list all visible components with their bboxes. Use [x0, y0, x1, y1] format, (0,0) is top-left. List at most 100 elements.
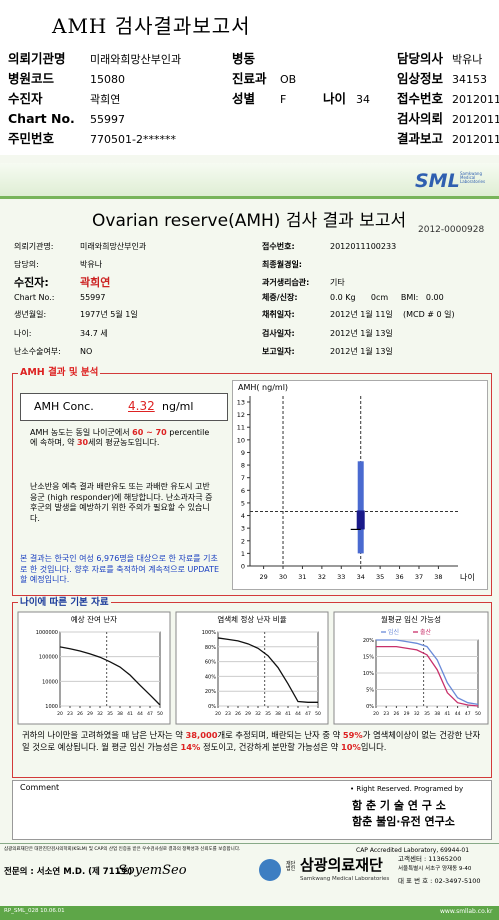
- y-tick-label: 13: [237, 399, 245, 407]
- x-tick-label: 26: [77, 711, 83, 717]
- credit: • Right Reserved. Programed by: [350, 785, 464, 793]
- x-tick-label: 36: [395, 573, 403, 581]
- x-tick-label: 47: [305, 711, 311, 717]
- chart-title: 예상 잔여 난자: [71, 614, 117, 624]
- info-label: 수진자:: [14, 276, 49, 289]
- x-tick-label: 35: [376, 573, 384, 581]
- legend-label: 임신: [388, 628, 399, 636]
- org-small: 재단법인: [286, 861, 296, 872]
- x-tick-label: 32: [414, 711, 420, 717]
- series-line: [376, 639, 479, 705]
- y-tick-label: 8: [241, 462, 245, 470]
- field-value: 박유나: [452, 53, 483, 66]
- basic-section: [12, 602, 492, 778]
- address: 서울특별시 서초구 양재동 9-40: [398, 866, 472, 872]
- info-label: 최종월경일:: [262, 260, 302, 269]
- field-label: 나이: [323, 91, 347, 106]
- x-tick-label: 33: [337, 573, 345, 581]
- text-segment: percentile에 속하며, 약: [30, 428, 210, 447]
- y-tick-label: 100000: [39, 655, 58, 661]
- x-tick-label: 47: [147, 711, 153, 717]
- summary: 귀하의 나이만을 고려하였을 때 남은 난자는 약 38,000개로 추정되며,…: [22, 729, 484, 753]
- x-tick-label: 38: [117, 711, 123, 717]
- y-tick-label: 40%: [205, 674, 216, 680]
- panel: [175, 611, 329, 725]
- x-tick-label: 38: [275, 711, 281, 717]
- y-tick-label: 20%: [363, 638, 374, 644]
- comment-box: [12, 780, 492, 840]
- chart-title: 염색체 정상 난자 비율: [217, 614, 286, 624]
- x-tick-label: 32: [318, 573, 326, 581]
- info-label: 과거생리습관:: [262, 278, 310, 287]
- x-tick-label: 32: [255, 711, 261, 717]
- field-value: 2012011: [452, 113, 499, 126]
- y-tick-label: 10: [237, 436, 245, 444]
- page-title: AMH 검사결과보고서: [52, 14, 251, 38]
- x-tick-label: 29: [87, 711, 93, 717]
- field-label: 의뢰기관명: [8, 51, 66, 66]
- x-tick-label: 41: [285, 711, 291, 717]
- y-tick-label: 5%: [366, 688, 374, 694]
- range-bar: [357, 461, 364, 554]
- y-tick-label: 12: [237, 411, 245, 419]
- field-label: Chart No.: [8, 111, 75, 126]
- report-header-band: [0, 163, 499, 199]
- axis-title: 나이: [460, 572, 475, 582]
- info-value: NO: [80, 347, 93, 356]
- info-value: 2012년 1월 11일 (MCD # 0 일): [330, 310, 455, 319]
- field-value: 2012011: [452, 93, 499, 106]
- field-label: 담당의사: [397, 51, 444, 66]
- info-label: 나이:: [14, 329, 32, 338]
- panel: [17, 611, 171, 725]
- info-label: 담당의:: [14, 260, 39, 269]
- x-tick-label: 37: [415, 573, 423, 581]
- y-tick-label: 0%: [208, 704, 216, 710]
- paragraph: AMH 농도는 동일 나이군에서 60 ~ 70 percentile에 속하며…: [30, 428, 215, 448]
- info-value: 0.0 Kg 0cm BMI: 0.00: [330, 293, 444, 302]
- series-line: [217, 637, 318, 703]
- x-tick-label: 50: [315, 711, 321, 717]
- logo: SML: [415, 170, 460, 192]
- conc-unit: ng/ml: [162, 400, 194, 413]
- text-segment: 59%: [342, 730, 363, 740]
- field-value: 34: [356, 93, 370, 106]
- url: www.smllab.co.kr: [440, 908, 493, 915]
- x-tick-label: 29: [259, 573, 267, 581]
- amh-section: [12, 373, 492, 596]
- x-tick-label: 44: [455, 711, 461, 717]
- paragraph: 본 결과는 한국인 여성 6,976명을 대상으로 한 자료를 기초로 한 것입…: [20, 554, 220, 584]
- x-tick-label: 44: [295, 711, 301, 717]
- field-label: 병원코드: [8, 71, 55, 86]
- text-segment: 귀하의 나이만을 고려하였을 때 남은 난자는 약: [22, 730, 186, 740]
- series-line: [59, 646, 161, 706]
- text-segment: 가 염색체이상이 없는 건강한 난자일 것으로 예상됩니다. 월 평균 임신 가…: [22, 730, 481, 752]
- x-tick-label: 50: [475, 711, 481, 717]
- x-tick-label: 23: [383, 711, 389, 717]
- bottom-bar: [0, 906, 499, 920]
- field-value: 34153: [452, 73, 487, 86]
- field-value: 미래와희망산부인과: [90, 53, 182, 66]
- field-value: OB: [280, 73, 297, 86]
- y-tick-label: 60%: [205, 660, 216, 666]
- small-chart: 예상 잔여 난자 1000 10000 100000 1000000 20 23 26 29 32…: [17, 611, 171, 725]
- info-value: 1977년 5월 1일: [80, 310, 138, 319]
- field-label: 병동: [232, 51, 256, 66]
- y-tick-label: 0%: [366, 704, 374, 710]
- field-label: 임상정보: [397, 71, 444, 86]
- org-en: Samkwang Medical Laboratories: [300, 876, 390, 882]
- text-segment: 14%: [180, 742, 201, 752]
- x-tick-label: 41: [127, 711, 133, 717]
- field-label: 접수번호: [397, 91, 444, 106]
- report-title: Ovarian reserve(AMH) 검사 결과 보고서: [92, 211, 407, 231]
- series-line: [376, 645, 479, 707]
- logo-sub: Samkwang Medical Laboratories: [460, 171, 486, 184]
- lab-name: 함춘 불임·유전 연구소: [352, 815, 455, 828]
- x-tick-label: 20: [373, 711, 379, 717]
- info-value: 55997: [80, 293, 106, 302]
- x-tick-label: 23: [225, 711, 231, 717]
- axis-title: AMH( ng/ml): [238, 383, 288, 392]
- x-tick-label: 23: [67, 711, 73, 717]
- text-segment: 개로 추정되며, 배란되는 난자 중 약: [217, 730, 343, 740]
- y-tick-label: 1: [241, 550, 245, 558]
